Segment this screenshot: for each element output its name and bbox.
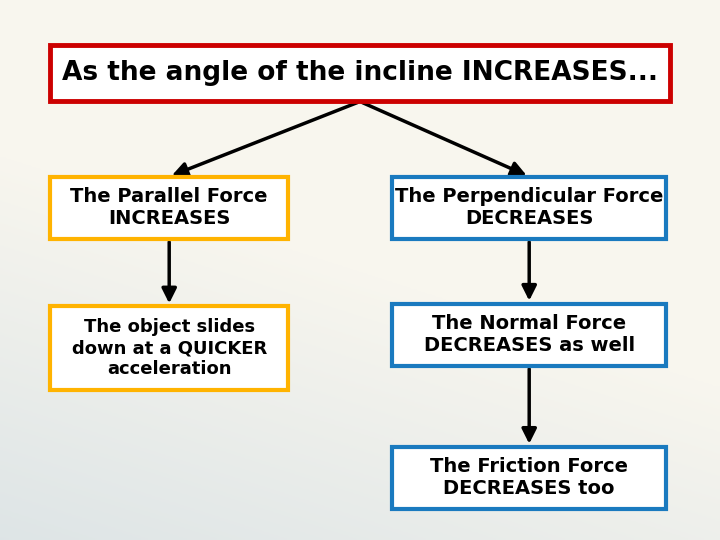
- FancyBboxPatch shape: [50, 177, 288, 239]
- FancyBboxPatch shape: [392, 303, 666, 366]
- FancyBboxPatch shape: [50, 306, 288, 390]
- FancyBboxPatch shape: [50, 45, 670, 102]
- Text: The Parallel Force
INCREASES: The Parallel Force INCREASES: [71, 187, 268, 228]
- FancyBboxPatch shape: [392, 177, 666, 239]
- Text: The object slides
down at a QUICKER
acceleration: The object slides down at a QUICKER acce…: [71, 319, 267, 378]
- Text: The Friction Force
DECREASES too: The Friction Force DECREASES too: [431, 457, 628, 498]
- Text: The Perpendicular Force
DECREASES: The Perpendicular Force DECREASES: [395, 187, 663, 228]
- FancyBboxPatch shape: [392, 447, 666, 509]
- Text: As the angle of the incline INCREASES...: As the angle of the incline INCREASES...: [62, 60, 658, 86]
- Text: The Normal Force
DECREASES as well: The Normal Force DECREASES as well: [423, 314, 635, 355]
